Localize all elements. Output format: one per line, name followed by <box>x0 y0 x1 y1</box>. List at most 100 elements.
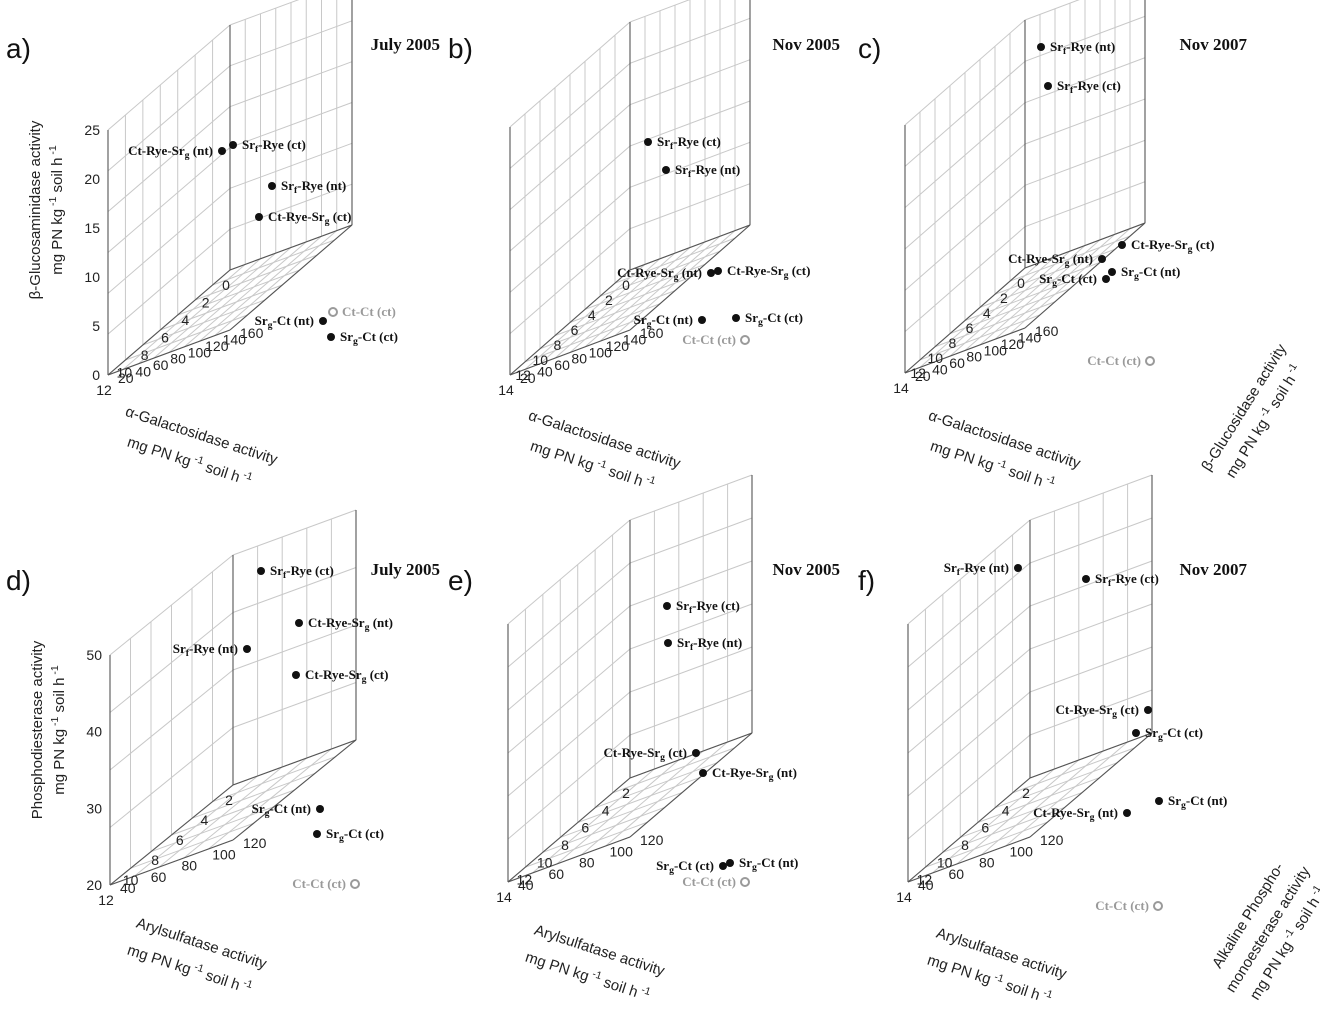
y-tick-label: 40 <box>518 877 534 893</box>
z-tick-label: 25 <box>84 122 100 138</box>
grid-line <box>1024 0 1080 21</box>
grid-line <box>232 567 357 613</box>
data-point <box>1108 268 1116 276</box>
z-tick-label: 10 <box>84 269 100 285</box>
x-tick-label: 6 <box>176 832 184 848</box>
y-tick-label: 120 <box>243 835 267 851</box>
z-tick-label: 20 <box>84 171 100 187</box>
panel-date: July 2005 <box>371 35 440 54</box>
grid-line <box>107 147 231 253</box>
grid-line <box>629 517 753 564</box>
box-edge <box>629 732 753 779</box>
panel-date: Nov 2007 <box>1179 35 1247 54</box>
grid-line <box>629 100 751 147</box>
grid-line <box>509 145 631 252</box>
y-tick-label: 60 <box>949 355 965 371</box>
grid-line <box>1029 517 1153 564</box>
panel-letter: a) <box>6 33 31 64</box>
grid-line <box>134 775 258 877</box>
data-point-label: Srf-Rye (ct) <box>270 563 334 581</box>
data-point <box>1082 575 1090 583</box>
data-point-label: Ct-Rye-Srg (ct) <box>1056 702 1139 720</box>
grid-line <box>229 183 353 230</box>
box-edge <box>109 839 234 886</box>
grid-line <box>191 772 316 819</box>
box-edge <box>904 327 1026 374</box>
grid-line <box>584 241 706 348</box>
grid-line <box>532 768 655 874</box>
data-point-label: Srf-Rye (nt) <box>944 560 1009 578</box>
data-point <box>662 166 670 174</box>
z-tick-label: 40 <box>86 724 102 740</box>
grid-line <box>960 791 1083 838</box>
x-tick-label: 8 <box>961 837 969 853</box>
grid-line <box>994 762 1118 809</box>
grid-line <box>577 777 700 824</box>
grid-line <box>1029 646 1153 693</box>
grid-line <box>150 806 275 853</box>
grid-line <box>509 228 631 335</box>
z-axis-title: mg PN kg -1 soil h -1 <box>49 665 68 795</box>
y-tick-label: 120 <box>640 832 664 848</box>
grid-line <box>904 60 1026 167</box>
x-tick-label: 2 <box>202 295 210 311</box>
data-point <box>663 602 671 610</box>
box-edge <box>229 224 353 271</box>
y-tick-label: 140 <box>623 331 647 347</box>
x-tick-label: 4 <box>201 812 209 828</box>
y-tick-label: 140 <box>223 331 247 347</box>
grid-line <box>629 689 753 736</box>
y-tick-label: 120 <box>1040 832 1064 848</box>
data-point <box>319 317 327 325</box>
data-point <box>327 333 335 341</box>
y-tick-label: 100 <box>212 846 236 862</box>
box-edge <box>629 224 751 271</box>
x-tick-label: 8 <box>151 852 159 868</box>
box-edge <box>1029 732 1153 838</box>
data-point <box>316 805 324 813</box>
data-point <box>292 671 300 679</box>
x-tick-label: 14 <box>896 889 912 905</box>
y-tick-label: 100 <box>610 843 634 859</box>
z-tick-label: 5 <box>92 318 100 334</box>
data-point-label: Ct-Rye-Srg (nt) <box>617 265 702 283</box>
data-point <box>1123 809 1131 817</box>
data-point-label: Srg-Ct (nt) <box>1168 793 1227 811</box>
grid-line <box>1029 560 1153 607</box>
data-point-label: Srf-Rye (ct) <box>1057 78 1121 96</box>
panel-letter: e) <box>448 565 473 596</box>
grid-line <box>229 102 353 148</box>
x-tick-label: 10 <box>537 854 553 870</box>
data-point <box>1144 706 1152 714</box>
x-tick-label: 6 <box>966 320 974 336</box>
grid-line <box>907 648 1031 754</box>
box-edge <box>1024 222 1146 329</box>
y-tick-label: 100 <box>1010 843 1034 859</box>
x-tick-label: 10 <box>117 365 133 381</box>
data-point <box>1118 241 1126 249</box>
grid-line <box>1029 474 1153 521</box>
data-point <box>229 141 237 149</box>
y-tick-label: 120 <box>606 338 630 354</box>
data-point <box>1044 82 1052 90</box>
box-edge <box>629 732 753 838</box>
grid-line <box>629 0 691 23</box>
y-tick-label: 60 <box>549 866 565 882</box>
box-edge <box>1029 732 1153 779</box>
grid-line <box>199 235 322 342</box>
x-tick-label: 6 <box>571 322 579 338</box>
data-point-label: Srg-Ct (nt) <box>1121 264 1180 282</box>
grid-line <box>907 734 1031 840</box>
grid-line <box>153 252 277 359</box>
grid-line <box>1024 15 1146 62</box>
grid-line <box>904 226 1026 333</box>
grid-line <box>612 747 735 794</box>
y-tick-label: 100 <box>984 342 1008 358</box>
grid-line <box>107 65 231 172</box>
grid-line <box>554 252 676 359</box>
grid-line <box>109 669 234 771</box>
grid-line <box>1012 747 1135 794</box>
x-tick-label: 2 <box>1000 290 1008 306</box>
